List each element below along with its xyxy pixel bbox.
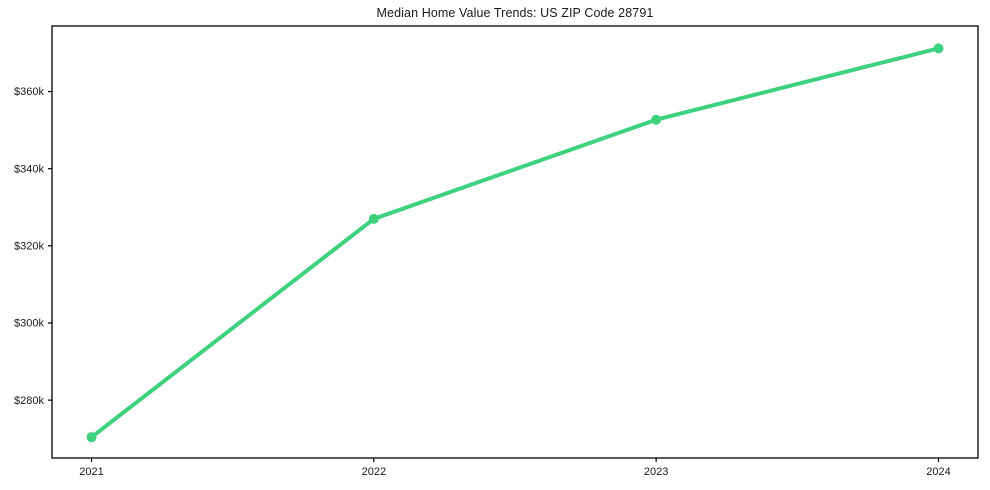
x-tick-label: 2021 — [79, 466, 103, 478]
x-tick-label: 2024 — [926, 466, 950, 478]
y-tick-label: $300k — [14, 318, 44, 330]
data-point-2021 — [86, 432, 97, 443]
data-point-2022 — [368, 213, 379, 224]
plot-frame — [51, 25, 979, 459]
y-tick-label: $320k — [14, 240, 44, 252]
x-axis-tick-marks — [90, 458, 940, 462]
chart-title: Median Home Value Trends: US ZIP Code 28… — [376, 6, 654, 20]
trend-line — [89, 46, 941, 440]
y-tick-label: $280k — [14, 395, 44, 407]
x-axis-tick-labels: 2021 2022 2023 2024 — [79, 466, 950, 478]
x-tick-label: 2022 — [362, 466, 386, 478]
y-tick-label: $360k — [14, 86, 44, 98]
y-tick-label: $340k — [14, 163, 44, 175]
data-point-2024 — [933, 43, 944, 54]
y-axis-tick-labels: $280k $300k $320k $340k $360k — [14, 86, 44, 407]
x-tick-label: 2023 — [644, 466, 668, 478]
data-point-markers — [86, 43, 944, 443]
y-axis-tick-marks — [48, 90, 52, 401]
data-point-2023 — [651, 114, 662, 125]
